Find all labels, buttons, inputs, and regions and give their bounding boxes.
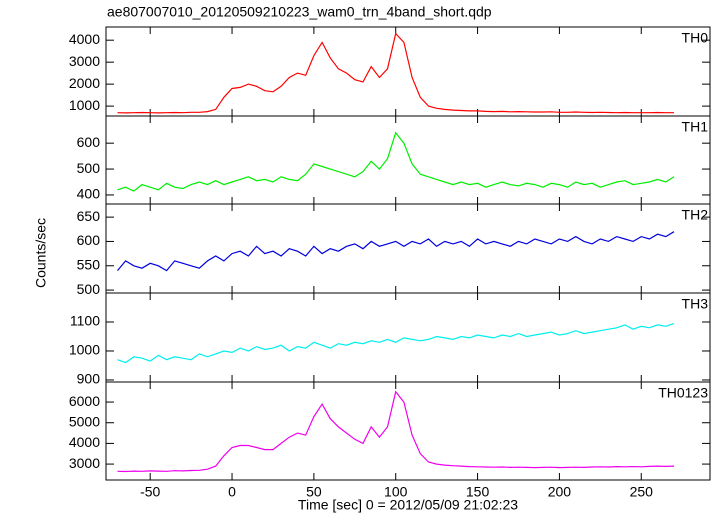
y-tick-label: 500 [77, 281, 101, 297]
panel-frame [105, 203, 711, 294]
panel-frame [105, 292, 711, 383]
y-tick-label: 3000 [69, 455, 100, 471]
x-tick-label: 200 [548, 484, 572, 500]
y-axis-label: Counts/sec [33, 218, 49, 288]
y-tick-label: 3000 [69, 53, 100, 69]
x-axis-label: Time [sec] 0 = 2012/05/09 21:02:23 [298, 497, 518, 513]
y-tick-label: 4000 [69, 434, 100, 450]
x-tick-label: 150 [466, 484, 490, 500]
x-tick-label: 0 [228, 484, 236, 500]
y-tick-label: 550 [77, 256, 101, 272]
light-curve [117, 131, 675, 192]
panel-frame [105, 115, 711, 205]
y-tick-label: 1100 [70, 313, 100, 329]
y-tick-label: 1000 [69, 97, 100, 113]
panel-frame [105, 381, 711, 481]
y-tick-label: 500 [77, 160, 101, 176]
y-tick-label: 1000 [69, 342, 100, 358]
y-tick-label: 900 [77, 371, 101, 387]
y-tick-label: 5000 [69, 413, 100, 429]
panel-label: TH0 [682, 30, 709, 46]
panel-label: TH0123 [658, 385, 708, 401]
x-tick-label: 100 [384, 484, 408, 500]
panel-label: TH2 [682, 207, 709, 223]
y-tick-label: 6000 [69, 393, 100, 409]
light-curve [117, 390, 675, 473]
y-tick-label: 600 [77, 232, 101, 248]
x-tick-label: 50 [306, 484, 322, 500]
y-tick-label: 600 [77, 134, 101, 150]
y-tick-label: 4000 [69, 31, 100, 47]
x-tick-label: -50 [140, 484, 160, 500]
y-tick-label: 650 [77, 208, 101, 224]
light-curve [117, 322, 675, 364]
panel-label: TH1 [682, 119, 709, 135]
x-tick-label: 250 [630, 484, 654, 500]
y-tick-label: 2000 [69, 75, 100, 91]
chart-title: ae807007010_20120509210223_wam0_trn_4ban… [107, 4, 492, 20]
light-curve [117, 32, 674, 114]
panel-frame [105, 26, 711, 117]
panel-label: TH3 [682, 296, 709, 312]
y-tick-label: 400 [77, 186, 101, 202]
light-curve [117, 231, 675, 272]
